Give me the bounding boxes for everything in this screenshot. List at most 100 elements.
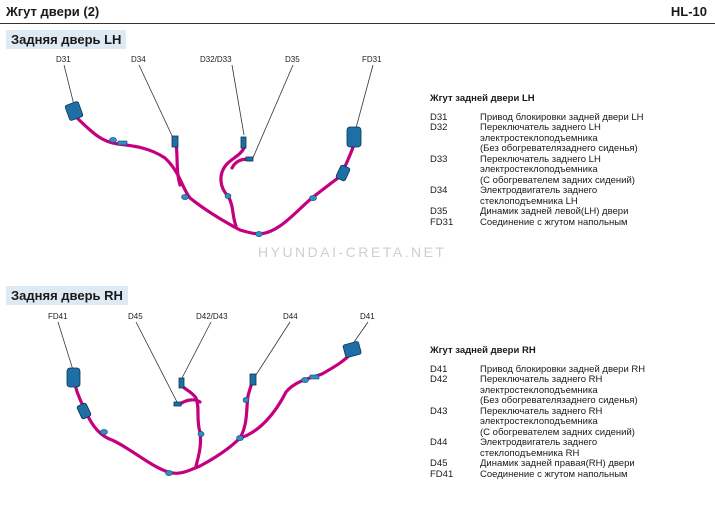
- clip-lh-5: [309, 195, 317, 201]
- label-fd41: FD41: [48, 312, 68, 321]
- connector-d44: [249, 373, 257, 386]
- legend-desc: Электродвигатель заднего стеклоподъемник…: [480, 437, 598, 459]
- leader-d34: [138, 64, 175, 141]
- clip-rh-5: [242, 397, 250, 403]
- wire-rh-d42: [180, 384, 203, 468]
- legend-desc: Динамик задней левой(LH) двери: [480, 206, 629, 217]
- clip-rh-2: [165, 470, 173, 476]
- page-code: HL-10: [670, 4, 707, 19]
- legend-row: FD31 Соединение с жгутом напольным: [430, 216, 715, 229]
- leader-fd31: [355, 64, 374, 129]
- connector-fd31: [346, 126, 362, 148]
- clip-rh-4: [236, 435, 244, 441]
- legend-desc: Динамик задней правая(RH) двери: [480, 458, 635, 469]
- section-title-rh: Задняя дверь RH: [6, 286, 128, 305]
- legend-code: D34: [430, 185, 448, 196]
- legend-row: D35 Динамик задней левой(LH) двери: [430, 206, 715, 218]
- clip-lh-2: [181, 194, 189, 200]
- label-d41: D41: [360, 312, 375, 321]
- page-title: Жгут двери (2): [6, 4, 100, 19]
- legend-desc: Привод блокировки задней двери LH: [480, 111, 644, 123]
- legend-row: D44 Электродвигатель заднего стеклоподъе…: [430, 437, 715, 459]
- connector-d41: [342, 341, 362, 358]
- connector-d34: [171, 135, 179, 148]
- legend-desc: Переключатель заднего LH электростеклопо…: [480, 122, 638, 154]
- label-d42-d43: D42/D43: [196, 312, 228, 321]
- label-d35: D35: [285, 55, 300, 64]
- grommet-rh: [76, 402, 92, 420]
- leader-d32-d33: [231, 64, 245, 136]
- leader-d31: [63, 64, 75, 106]
- legend-row: D45 Динамик задней правая(RH) двери: [430, 458, 715, 470]
- legend-row: D42 Переключатель заднего RH электростек…: [430, 374, 715, 407]
- legend-code: D33: [430, 153, 448, 165]
- legend-rh: Жгут задней двери RH D41 Привод блокиров…: [430, 345, 715, 481]
- connector-d35: [245, 156, 254, 162]
- legend-desc: Электродвигатель заднего стеклоподъемник…: [480, 185, 598, 207]
- label-d32-d33: D32/D33: [200, 55, 232, 64]
- clip-rh-3: [197, 431, 205, 437]
- legend-row: D33 Переключатель заднего LH электростек…: [430, 153, 715, 187]
- connector-fd41: [66, 367, 81, 388]
- clip-lh-4: [255, 231, 263, 237]
- legend-row: D41 Привод блокировки задней двери RH: [430, 363, 715, 376]
- label-d45: D45: [128, 312, 143, 321]
- clip-rh-1: [100, 429, 108, 435]
- wire-lh-main-right: [258, 134, 357, 236]
- legend-code: D41: [430, 363, 448, 375]
- grommet-lh: [335, 164, 351, 182]
- clip-lh-1: [109, 137, 117, 143]
- connector-d45: [173, 401, 182, 407]
- harness-rh: FD41 D45 D42/D43 D44 D41: [48, 312, 375, 476]
- label-fd31: FD31: [362, 55, 382, 64]
- connector-d42-d43: [178, 377, 185, 389]
- legend-row: FD41 Соединение с жгутом напольным: [430, 468, 715, 481]
- legend-code: D35: [430, 206, 448, 217]
- legend-desc: Переключатель заднего LH электростеклопо…: [480, 153, 635, 186]
- wire-lh-d34: [174, 140, 182, 187]
- header-rule: [0, 23, 715, 24]
- legend-lh: Жгут задней двери LH D31 Привод блокиров…: [430, 93, 715, 229]
- wire-lh-d32: [219, 146, 246, 228]
- leader-d42-d43: [181, 321, 212, 379]
- clip-rh-6: [301, 377, 309, 383]
- leader-d44: [253, 321, 291, 379]
- wire-rh-main-right: [238, 350, 354, 440]
- section-title-lh: Задняя дверь LH: [6, 30, 127, 49]
- leader-d41: [351, 321, 369, 346]
- legend-title-rh: Жгут задней двери RH: [430, 345, 536, 356]
- legend-row: D34 Электродвигатель заднего стеклоподъе…: [430, 185, 715, 207]
- legend-desc: Соединение с жгутом напольным: [480, 468, 628, 480]
- connector-d32-d33: [240, 136, 247, 149]
- legend-code: D42: [430, 374, 448, 385]
- wire-rh-mid: [198, 376, 255, 468]
- harness-lh: D31 D34 D32/D33 D35 FD31: [56, 55, 382, 237]
- legend-row: D43 Переключатель заднего RH электростек…: [430, 405, 715, 439]
- leader-d45: [135, 321, 178, 403]
- clip-lh-6: [117, 140, 128, 146]
- legend-row: D32 Переключатель заднего LH электростек…: [430, 122, 715, 155]
- legend-code: FD41: [430, 468, 454, 480]
- label-d31: D31: [56, 55, 71, 64]
- legend-desc: Соединение с жгутом напольным: [480, 216, 628, 228]
- legend-code: D44: [430, 437, 448, 448]
- leader-d35: [251, 64, 294, 161]
- wire-rh-main-left: [73, 383, 202, 475]
- clip-lh-3: [224, 193, 232, 199]
- legend-title-lh: Жгут задней двери LH: [430, 93, 535, 104]
- wire-rh-d45: [178, 398, 202, 406]
- clip-rh-7: [309, 374, 320, 380]
- legend-desc: Привод блокировки задней двери RH: [480, 363, 646, 375]
- legend-code: D43: [430, 405, 448, 417]
- legend-desc: Переключатель заднего RH электростеклопо…: [480, 405, 635, 438]
- legend-code: D31: [430, 111, 448, 123]
- legend-desc: Переключатель заднего RH электростеклопо…: [480, 374, 638, 406]
- connector-d31: [64, 101, 84, 121]
- legend-code: D45: [430, 458, 448, 469]
- watermark: HYUNDAI-CRETA.NET: [258, 244, 447, 260]
- legend-code: FD31: [430, 216, 454, 228]
- legend-code: D32: [430, 122, 448, 133]
- label-d34: D34: [131, 55, 146, 64]
- leader-fd41: [57, 321, 74, 371]
